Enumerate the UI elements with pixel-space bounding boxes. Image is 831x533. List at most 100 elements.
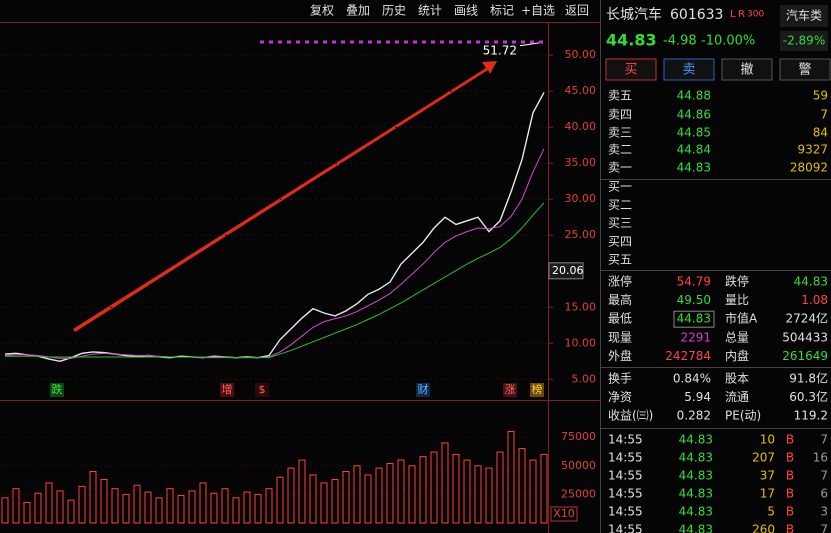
volume-bar	[34, 492, 42, 524]
volume-bar	[67, 499, 75, 524]
event-label[interactable]: 榜	[532, 382, 543, 396]
toolbar-button[interactable]: 复权	[310, 4, 334, 18]
volume-bar	[441, 442, 449, 524]
price-line	[5, 202, 545, 359]
trade-volume: 5	[767, 505, 775, 519]
event-label[interactable]: 增	[222, 382, 233, 396]
event-badge[interactable]	[503, 383, 517, 397]
y-tick-label: 50.00	[565, 48, 597, 61]
trade-button[interactable]	[605, 58, 657, 81]
stat-label: 总量	[725, 330, 749, 344]
y-tick-label: 5.00	[572, 372, 597, 385]
y-tick-label: 10.00	[565, 336, 597, 349]
volume-bar	[166, 488, 174, 524]
ask-price: 44.88	[677, 89, 711, 103]
volume-bar	[254, 493, 262, 524]
stat-label: 涨停	[608, 274, 632, 289]
volume-bar	[309, 474, 317, 524]
current-price-label: 20.06	[552, 264, 584, 277]
volume-bar	[353, 465, 361, 524]
fund-label: 收益(㈢)	[608, 409, 653, 423]
ask-label: 卖五	[608, 89, 632, 103]
toolbar-button[interactable]: 叠加	[346, 4, 370, 18]
volume-bar	[386, 462, 394, 524]
fund-value: 91.8亿	[789, 371, 828, 386]
trade-price: 44.83	[679, 451, 713, 465]
toolbar-button[interactable]: +自选	[521, 4, 555, 18]
sector-box[interactable]	[780, 5, 828, 27]
event-badge[interactable]	[255, 383, 269, 397]
volume-bar	[199, 482, 207, 524]
ask-label: 卖一	[608, 161, 632, 175]
price: 44.83	[606, 31, 657, 50]
trade-side: B	[786, 487, 794, 501]
trade-price: 44.83	[679, 505, 713, 519]
price-line	[4, 148, 545, 359]
volume-bar	[496, 451, 504, 524]
ask-price: 44.83	[677, 161, 711, 175]
y-tick-label: 75000	[561, 430, 596, 443]
trade-count: 6	[820, 487, 828, 501]
stat-label: 外盘	[608, 348, 632, 363]
sector-pct: -2.89%	[783, 34, 825, 48]
bid-label: 买三	[608, 216, 632, 230]
toolbar-button[interactable]: 标记	[490, 4, 514, 18]
event-label[interactable]: 财	[418, 382, 429, 396]
trade-side: B	[786, 469, 794, 483]
event-badge[interactable]	[530, 383, 544, 397]
trade-volume: 10	[760, 433, 775, 447]
current-price-box	[548, 262, 584, 280]
volume-bar	[474, 465, 482, 524]
stat-label: 跌停	[725, 274, 749, 289]
event-badge[interactable]	[50, 383, 64, 397]
stat-value: 2724亿	[785, 311, 828, 326]
volume-bar	[232, 497, 240, 524]
peak-marker	[519, 42, 541, 47]
volume-bar	[188, 490, 196, 524]
toolbar-button[interactable]: 统计	[418, 4, 442, 18]
event-label[interactable]: 涨	[505, 383, 516, 396]
trade-count: 7	[820, 523, 828, 533]
volume-bar	[298, 459, 306, 524]
volume-bar	[144, 491, 152, 524]
trade-button[interactable]	[721, 58, 773, 81]
trade-time: 14:55	[608, 451, 643, 465]
volume-bar	[419, 456, 427, 524]
low-box	[673, 310, 715, 328]
event-label[interactable]: 跌	[52, 382, 63, 396]
volume-bar	[463, 459, 471, 524]
trade-side: B	[786, 505, 794, 519]
fund-label: PE(动)	[725, 409, 761, 423]
trade-button[interactable]	[663, 58, 715, 81]
volume-bar	[100, 479, 108, 524]
toolbar-button[interactable]: 历史	[382, 4, 406, 18]
y-tick-label: 25.00	[565, 228, 597, 241]
trade-button[interactable]	[779, 58, 831, 81]
volume-bar	[540, 453, 548, 524]
ask-price: 44.86	[677, 108, 711, 122]
volume-bar	[111, 488, 119, 524]
fund-label: 流通	[725, 390, 749, 404]
trade-volume: 37	[760, 469, 775, 483]
volume-bar	[155, 497, 163, 524]
trade-side: B	[786, 523, 794, 533]
sector-pct-box	[780, 31, 828, 51]
tag: R	[738, 9, 745, 20]
bid-label: 买四	[608, 234, 632, 248]
toolbar-button[interactable]: 返回	[565, 4, 589, 18]
event-badge[interactable]	[220, 383, 234, 397]
event-badge[interactable]	[416, 383, 430, 397]
toolbar-button[interactable]: 画线	[454, 4, 478, 18]
fund-value: 0.84%	[673, 372, 711, 386]
volume-bar	[221, 488, 229, 524]
ask-volume: 28092	[790, 161, 828, 175]
price-line	[4, 92, 545, 362]
stat-value: 49.50	[677, 293, 711, 307]
volume-bar	[331, 479, 339, 524]
volume-bar	[133, 484, 141, 524]
ask-volume: 84	[813, 126, 828, 140]
arrow	[73, 61, 497, 332]
event-label[interactable]: $	[259, 383, 266, 396]
